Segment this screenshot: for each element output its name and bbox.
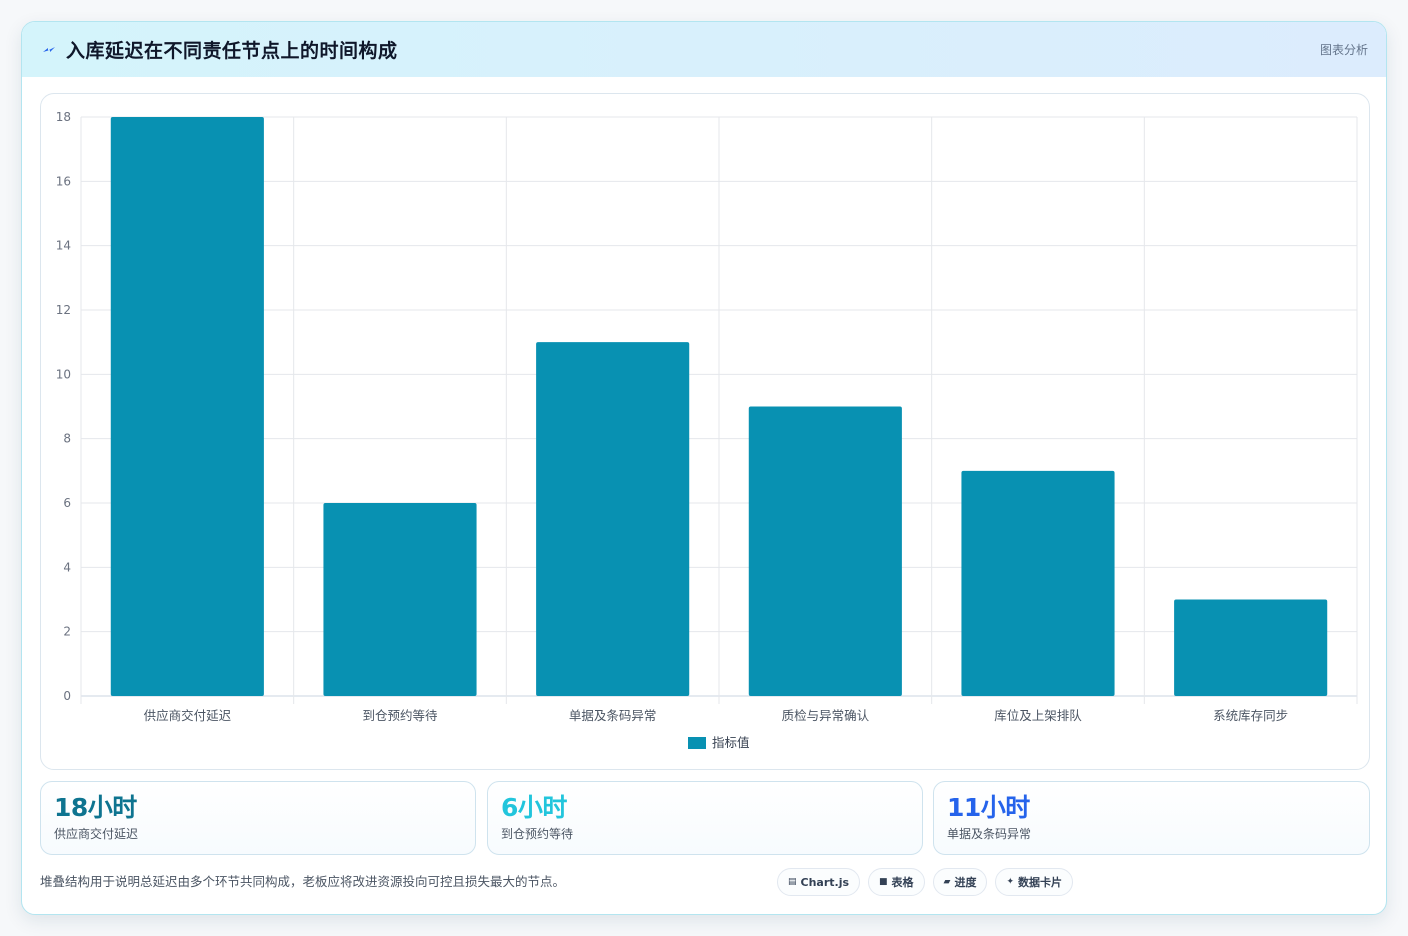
chart-panel: 0 2 4 6 8 10 12 14 16 18 供应商交付延迟 到仓预约等待 单据及条码异常 质检与异常…: [40, 93, 1370, 770]
page-title: 入库延迟在不同责任节点上的时间构成: [66, 40, 398, 62]
chip-table[interactable]: ■ 表格: [868, 868, 925, 896]
bar: [748, 406, 902, 696]
chart-icon: ▤: [788, 877, 797, 887]
stat-card-3: 11小时 单据及条码异常: [933, 781, 1370, 855]
y-tick-label: 14: [56, 239, 71, 253]
bar-chart: 0 2 4 6 8 10 12 14 16 18 供应商交付延迟 到仓预约等待 单据及条码异常 质检与异常…: [56, 110, 1358, 750]
chip-label: Chart.js: [800, 875, 850, 889]
chip-progress[interactable]: ▰ 进度: [932, 868, 988, 896]
chip-label: 数据卡片: [1018, 876, 1063, 889]
y-tick-label: 4: [63, 560, 71, 574]
stat-value: 6小时: [501, 793, 567, 822]
x-tick-label: 供应商交付延迟: [144, 708, 232, 723]
stat-label: 供应商交付延迟: [54, 827, 139, 841]
stat-card-2: 6小时 到仓预约等待: [487, 781, 923, 855]
bar: [110, 117, 264, 696]
bar: [1174, 599, 1328, 696]
bar: [323, 503, 477, 696]
lightning-icon: [43, 46, 55, 52]
sparkle-icon: ✦: [1006, 877, 1015, 887]
stat-card-1: 18小时 供应商交付延迟: [40, 781, 476, 855]
chip-data-cards[interactable]: ✦ 数据卡片: [995, 868, 1074, 896]
stat-label: 到仓预约等待: [501, 827, 574, 841]
y-tick-label: 2: [63, 625, 71, 639]
x-tick-label: 库位及上架排队: [994, 708, 1082, 723]
stat-label: 单据及条码异常: [947, 827, 1032, 841]
x-tick-label: 系统库存同步: [1213, 708, 1288, 723]
x-tick-label: 单据及条码异常: [569, 708, 657, 723]
y-tick-label: 18: [56, 110, 71, 124]
chip-label: 表格: [891, 876, 914, 889]
chip-group: ▤ Chart.js ■ 表格 ▰ 进度 ✦ 数据卡片: [777, 868, 1074, 896]
y-tick-label: 0: [63, 689, 71, 703]
table-icon: ■: [879, 877, 888, 887]
y-tick-label: 12: [56, 303, 71, 317]
progress-icon: ▰: [943, 877, 951, 887]
y-tick-label: 8: [63, 432, 71, 446]
bar: [961, 470, 1115, 696]
footnote: 堆叠结构用于说明总延迟由多个环节共同构成，老板应将改进资源投向可控且损失最大的节…: [40, 874, 566, 889]
stat-value: 18小时: [54, 793, 137, 822]
card-header: 入库延迟在不同责任节点上的时间构成 图表分析: [22, 22, 1386, 77]
bar: [536, 342, 690, 696]
y-tick-label: 16: [56, 174, 71, 188]
stat-value: 11小时: [947, 793, 1030, 822]
chip-chartjs[interactable]: ▤ Chart.js: [777, 868, 861, 896]
chip-label: 进度: [954, 876, 977, 889]
x-tick-label: 质检与异常确认: [782, 708, 870, 723]
y-tick-label: 10: [56, 367, 71, 381]
chart-card: 入库延迟在不同责任节点上的时间构成 图表分析 0 2 4 6 8 10 12 14 16 18 供应…: [21, 21, 1387, 915]
legend-label: 指标值: [712, 735, 750, 750]
title-wrap: 入库延迟在不同责任节点上的时间构成: [42, 36, 398, 63]
chart-analysis-link[interactable]: 图表分析: [1319, 43, 1368, 57]
y-tick-label: 6: [63, 496, 71, 510]
legend-swatch: [688, 737, 706, 749]
x-tick-label: 到仓预约等待: [362, 708, 438, 723]
